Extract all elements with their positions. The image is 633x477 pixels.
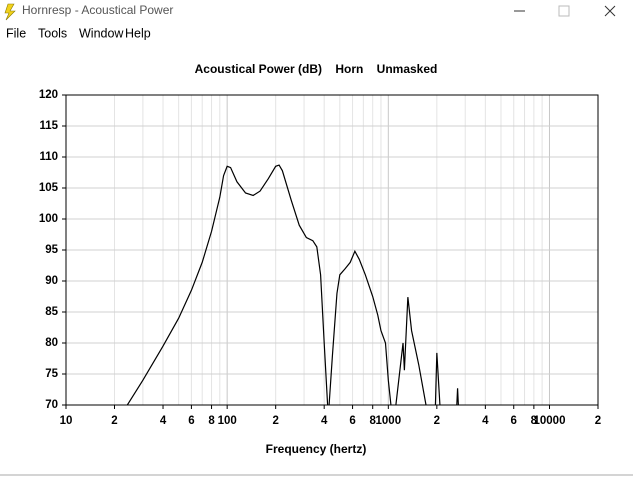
x-tick-label: 1000 <box>376 415 402 427</box>
menu-bar: File Tools Window Help <box>6 26 151 40</box>
app-icon <box>4 3 16 21</box>
x-tick-label: 8 <box>208 415 215 427</box>
menu-item[interactable]: File <box>6 26 26 40</box>
y-tick-label: 110 <box>39 151 58 163</box>
x-tick-label: 2 <box>111 415 117 427</box>
plot-frame <box>65 94 599 406</box>
x-tick-label: 100 <box>218 415 237 427</box>
close-button[interactable] <box>604 5 616 17</box>
x-axis-label: Frequency (hertz) <box>266 442 367 456</box>
x-tick-label: 2 <box>272 415 278 427</box>
y-tick-label: 120 <box>39 89 58 101</box>
menu-item[interactable]: Window <box>79 26 124 40</box>
x-tick-label: 8 <box>531 415 538 427</box>
maximize-button[interactable] <box>558 5 570 17</box>
menu-item[interactable]: Help <box>125 26 151 40</box>
x-tick-label: 6 <box>511 415 517 427</box>
y-tick-label: 85 <box>45 306 58 318</box>
y-tick-label: 115 <box>39 120 58 132</box>
curve <box>126 164 459 406</box>
window-title: Hornresp - Acoustical Power <box>22 3 173 17</box>
x-tick-label: 4 <box>321 415 328 427</box>
menu-item[interactable]: Tools <box>38 26 67 40</box>
y-tick-label: 80 <box>45 337 58 349</box>
y-tick-label: 70 <box>45 399 58 411</box>
chart-title: Acoustical Power (dB) Horn Unmasked <box>195 62 438 76</box>
y-tick-label: 90 <box>45 275 58 287</box>
x-tick-label: 8 <box>370 415 377 427</box>
y-tick-label: 105 <box>39 182 59 194</box>
x-tick-label: 2 <box>595 415 601 427</box>
x-tick-label: 10000 <box>533 415 565 427</box>
x-tick-label: 6 <box>349 415 355 427</box>
x-tick-label: 4 <box>482 415 489 427</box>
x-tick-label: 6 <box>188 415 194 427</box>
plot <box>126 164 459 406</box>
x-tick-label: 4 <box>160 415 167 427</box>
x-tick-label: 10 <box>60 415 73 427</box>
x-tick-label: 2 <box>434 415 440 427</box>
y-tick-label: 95 <box>45 244 58 256</box>
y-tick-label: 75 <box>45 368 58 380</box>
y-tick-label: 100 <box>39 213 58 225</box>
